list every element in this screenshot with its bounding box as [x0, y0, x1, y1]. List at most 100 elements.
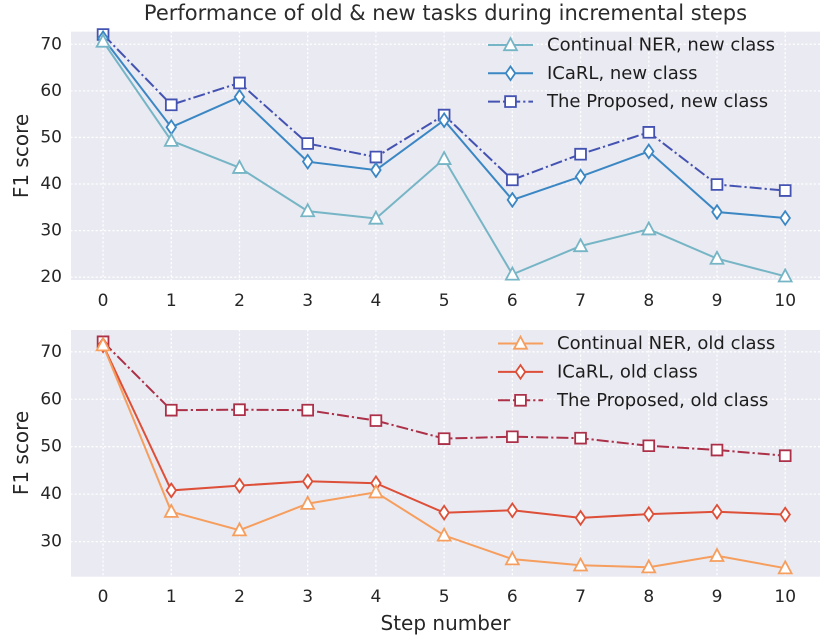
- triangle-marker: [504, 550, 521, 566]
- x-tick-label: 3: [302, 291, 313, 311]
- legend-entry-icarl-new-class: ICaRL, new class: [488, 63, 698, 84]
- diamond-marker: [574, 509, 587, 527]
- triangle-marker: [436, 150, 453, 165]
- square-marker: [514, 394, 527, 407]
- diamond-marker: [642, 505, 655, 523]
- square-marker: [778, 449, 792, 463]
- square-marker: [369, 150, 383, 164]
- y-tick-label: 50: [40, 437, 62, 457]
- x-tick-label: 3: [302, 587, 313, 607]
- x-tick-label: 6: [507, 587, 518, 607]
- square-marker: [642, 126, 656, 139]
- diamond-marker: [506, 191, 519, 209]
- diamond-marker: [165, 481, 178, 499]
- triangle-marker: [163, 131, 180, 147]
- y-tick-label: 60: [40, 81, 62, 101]
- chart-title: Performance of old & new tasks during in…: [143, 1, 748, 25]
- triangle-marker: [299, 494, 316, 510]
- diamond-marker: [438, 504, 450, 522]
- square-marker: [164, 403, 178, 417]
- square-marker: [506, 430, 519, 444]
- diamond-marker: [233, 477, 246, 494]
- series-continual-ner-old-class: [95, 336, 794, 575]
- triangle-marker: [231, 159, 248, 174]
- y-tick-label: 70: [40, 342, 62, 362]
- gridlines: [70, 31, 821, 281]
- triangle-marker: [640, 558, 657, 574]
- legend-label: The Proposed, new class: [546, 91, 768, 112]
- y-tick-label: 70: [40, 34, 62, 54]
- top-panel: 0 1 2 3 4 5 6 7 8 9 10 20 30 40 50 60 70 Continual NER, n…: [40, 28, 821, 311]
- triangle-marker: [95, 32, 111, 48]
- legend-top: Continual NER, new class ICaRL, new class…: [488, 35, 775, 112]
- x-tick-label: 0: [98, 587, 109, 607]
- square-marker: [504, 95, 517, 108]
- square-marker: [710, 443, 724, 457]
- legend-label: ICaRL, new class: [547, 63, 698, 84]
- y-tick-label: 50: [40, 127, 62, 147]
- diamond-marker: [711, 203, 723, 221]
- x-tick-label: 10: [774, 291, 796, 311]
- square-marker: [710, 178, 724, 191]
- triangle-marker: [504, 265, 521, 281]
- x-tick-label: 7: [575, 587, 586, 607]
- bottom-panel: 0 1 2 3 4 5 6 7 8 9 10 30 40 50 60 70 Continual NER, old…: [40, 329, 821, 607]
- diamond-marker: [301, 472, 314, 490]
- x-tick-label: 7: [575, 291, 586, 311]
- legend-bottom: Continual NER, old class ICaRL, old class…: [498, 333, 775, 411]
- diamond-marker: [438, 111, 450, 129]
- x-tick-label: 8: [643, 291, 654, 311]
- legend-entry-continual-ner-old-class: Continual NER, old class: [498, 333, 775, 354]
- x-tick-label: 4: [371, 291, 382, 311]
- square-marker: [437, 432, 451, 445]
- x-tick-label: 4: [371, 587, 382, 607]
- legend-entry-icarl-old-class: ICaRL, old class: [498, 361, 698, 382]
- diamond-marker: [514, 363, 527, 381]
- x-tick-label: 1: [166, 587, 177, 607]
- triangle-marker: [163, 502, 180, 518]
- y-tick-label: 40: [40, 174, 62, 194]
- legend-entry-the-proposed-old-class: The Proposed, old class: [498, 390, 768, 411]
- y-tick-label: 60: [40, 389, 62, 409]
- square-marker: [301, 403, 315, 417]
- square-marker: [301, 137, 315, 150]
- square-marker: [778, 184, 792, 197]
- x-tick-label: 6: [507, 291, 518, 311]
- series-continual-ner-new-class: [95, 32, 794, 283]
- triangle-marker: [299, 202, 316, 218]
- legend-label: ICaRL, old class: [557, 361, 698, 382]
- diamond-marker: [506, 501, 519, 519]
- diamond-marker: [711, 503, 723, 521]
- x-tick-label: 8: [643, 587, 654, 607]
- y-tick-label: 20: [40, 267, 62, 287]
- triangle-marker: [95, 336, 111, 352]
- x-tick-label: 5: [439, 587, 450, 607]
- square-marker: [574, 147, 587, 161]
- legend-label: Continual NER, old class: [557, 333, 775, 354]
- triangle-marker: [368, 483, 384, 499]
- triangle-marker: [777, 559, 794, 575]
- square-marker: [574, 431, 587, 445]
- x-tick-label: 9: [712, 587, 723, 607]
- y-tick-label: 30: [40, 532, 62, 552]
- diamond-marker: [504, 64, 517, 82]
- square-marker: [506, 173, 519, 187]
- triangle-marker: [709, 547, 725, 562]
- triangle-marker: [368, 209, 384, 225]
- diamond-marker: [233, 88, 246, 106]
- triangle-marker: [231, 521, 248, 537]
- triangle-marker: [512, 334, 529, 350]
- x-tick-label: 10: [774, 587, 796, 607]
- x-tick-label: 1: [166, 291, 177, 311]
- x-tick-label: 9: [712, 291, 723, 311]
- triangle-marker: [502, 36, 519, 52]
- legend-entry-the-proposed-new-class: The Proposed, new class: [488, 91, 768, 112]
- legend-label: Continual NER, new class: [547, 35, 775, 56]
- legend-label: The Proposed, old class: [556, 390, 768, 411]
- triangle-marker: [777, 267, 794, 283]
- legend-entry-continual-ner-new-class: Continual NER, new class: [488, 35, 775, 56]
- square-marker: [164, 98, 178, 112]
- x-tick-label: 0: [98, 291, 109, 311]
- triangle-marker: [709, 249, 725, 265]
